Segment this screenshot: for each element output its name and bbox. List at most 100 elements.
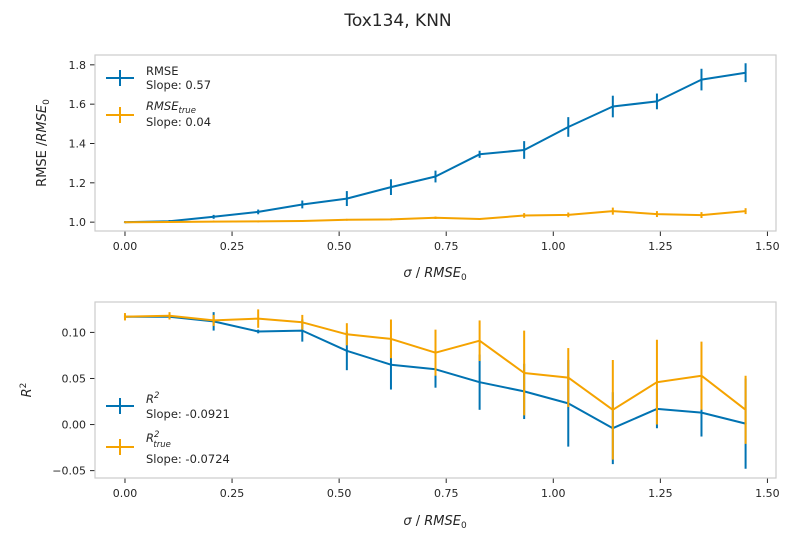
- data-point: [389, 337, 392, 340]
- data-point: [301, 203, 304, 206]
- x-tick-label: 1.50: [755, 240, 780, 253]
- x-tick-label: 0.00: [113, 240, 138, 253]
- data-point: [700, 374, 703, 377]
- legend-slope-rmse: Slope: 0.57: [146, 78, 211, 92]
- data-point: [700, 78, 703, 81]
- legend-label-rmse-true: RMSEtrue: [146, 99, 196, 116]
- data-point: [611, 210, 614, 213]
- r2-chart-frame: [94, 301, 777, 479]
- data-point: [345, 218, 348, 221]
- x-tick-label: 1.00: [541, 487, 566, 500]
- legend-slope-r2: Slope: -0.0921: [146, 407, 230, 421]
- data-point: [257, 220, 260, 223]
- data-point: [212, 220, 215, 223]
- y-tick-label: 0.05: [62, 372, 87, 385]
- rmse-chart-frame: [94, 54, 777, 232]
- data-point: [123, 315, 126, 318]
- legend-label-r2: R2: [146, 391, 159, 406]
- rmse-chart-legend: RMSE Slope: 0.57 RMSEtrue Slope: 0.04: [106, 64, 211, 129]
- data-point: [478, 381, 481, 384]
- series-1: [123, 63, 747, 224]
- data-point: [523, 148, 526, 151]
- data-point: [434, 175, 437, 178]
- data-point: [700, 411, 703, 414]
- y-tick-label: −0.05: [52, 465, 86, 478]
- data-point: [434, 351, 437, 354]
- data-point: [168, 314, 171, 317]
- y-tick-label: 1.8: [69, 59, 87, 72]
- r2-chart: 0.00 0.25 0.50 0.75 1.00 1.25 1.50 −0.05 0.00 0.0…: [19, 301, 780, 531]
- y-tick-label: 1.4: [69, 137, 87, 150]
- data-point: [123, 221, 126, 224]
- data-point: [567, 213, 570, 216]
- data-point: [611, 105, 614, 108]
- data-point: [389, 186, 392, 189]
- rmse-chart-series: [123, 63, 747, 224]
- data-point: [257, 317, 260, 320]
- legend-label-rmse: RMSE: [146, 64, 178, 78]
- data-point: [655, 100, 658, 103]
- data-point: [257, 210, 260, 213]
- data-point: [345, 333, 348, 336]
- x-tick-label: 0.50: [327, 240, 352, 253]
- r2-chart-legend: R2 Slope: -0.0921 R2 true Slope: -0.0724: [106, 391, 230, 466]
- data-point: [478, 339, 481, 342]
- data-point: [567, 376, 570, 379]
- y-tick-label: 0.00: [62, 419, 87, 432]
- legend-item-r2: R2 Slope: -0.0921: [106, 391, 230, 421]
- data-point: [168, 220, 171, 223]
- legend-item-rmse: RMSE Slope: 0.57: [106, 64, 211, 92]
- y-tick-label: 1.2: [69, 177, 87, 190]
- x-tick-label: 0.00: [113, 487, 138, 500]
- x-tick-label: 1.00: [541, 240, 566, 253]
- rmse-chart: 0.00 0.25 0.50 0.75 1.00 1.25 1.50 1.0 1.2 1.4 1.6…: [35, 54, 780, 283]
- data-point: [744, 71, 747, 74]
- y-tick-label: 1.0: [69, 216, 87, 229]
- data-point: [345, 197, 348, 200]
- data-point: [523, 371, 526, 374]
- data-point: [389, 218, 392, 221]
- rmse-chart-ticks: 0.00 0.25 0.50 0.75 1.00 1.25 1.50 1.0 1.2 1.4 1.6…: [69, 59, 780, 253]
- x-tick-label: 0.75: [434, 240, 459, 253]
- data-point: [611, 408, 614, 411]
- x-tick-label: 1.50: [755, 487, 780, 500]
- x-tick-label: 0.50: [327, 487, 352, 500]
- data-point: [744, 210, 747, 213]
- x-tick-label: 0.75: [434, 487, 459, 500]
- x-tick-label: 1.25: [648, 487, 673, 500]
- rmse-chart-ylabel: RMSE /RMSE0: [35, 99, 52, 187]
- legend-slope-r2-true: Slope: -0.0724: [146, 452, 230, 466]
- legend-slope-rmse-true: Slope: 0.04: [146, 115, 211, 129]
- data-point: [478, 153, 481, 156]
- data-point: [301, 219, 304, 222]
- series-2: [123, 207, 747, 224]
- r2-chart-ylabel: R2: [19, 383, 35, 398]
- data-point: [257, 330, 260, 333]
- data-point: [345, 349, 348, 352]
- figure-title: Tox134, KNN: [343, 11, 451, 31]
- legend-item-r2-true: R2 true Slope: -0.0724: [106, 430, 230, 466]
- data-point: [212, 215, 215, 218]
- x-tick-label: 0.25: [220, 487, 245, 500]
- series-line: [124, 71, 746, 224]
- data-point: [655, 381, 658, 384]
- data-point: [301, 329, 304, 332]
- data-point: [700, 214, 703, 217]
- data-point: [655, 213, 658, 216]
- x-tick-label: 1.25: [648, 240, 673, 253]
- data-point: [212, 319, 215, 322]
- data-point: [523, 214, 526, 217]
- y-tick-label: 0.10: [62, 326, 87, 339]
- data-point: [478, 218, 481, 221]
- data-point: [301, 321, 304, 324]
- data-point: [744, 408, 747, 411]
- r2-chart-series: [123, 309, 747, 469]
- r2-chart-ticks: 0.00 0.25 0.50 0.75 1.00 1.25 1.50 −0.05 0.00 0.0…: [52, 326, 779, 500]
- legend-label-r2-true: R2 true: [146, 430, 171, 450]
- series-2: [123, 309, 747, 460]
- legend-item-rmse-true: RMSEtrue Slope: 0.04: [106, 99, 211, 129]
- data-point: [567, 125, 570, 128]
- data-point: [389, 363, 392, 366]
- data-point: [434, 216, 437, 219]
